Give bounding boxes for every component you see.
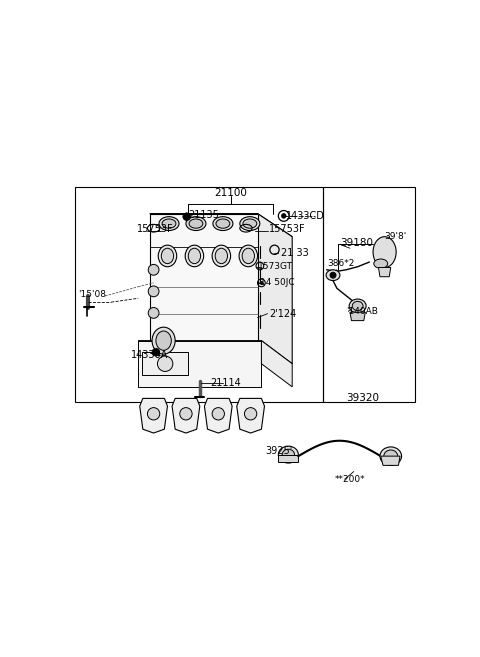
Ellipse shape <box>374 259 388 268</box>
Circle shape <box>212 407 225 420</box>
Text: '15'08: '15'08 <box>78 290 106 299</box>
Text: 21135: 21135 <box>188 210 219 220</box>
Circle shape <box>244 407 257 420</box>
Text: 15753F: 15753F <box>137 224 173 234</box>
Circle shape <box>157 356 173 371</box>
Text: 15753F: 15753F <box>269 224 306 234</box>
Bar <box>75 187 323 402</box>
Ellipse shape <box>159 217 179 231</box>
Ellipse shape <box>189 219 203 228</box>
Polygon shape <box>150 214 258 340</box>
Ellipse shape <box>240 217 260 231</box>
Ellipse shape <box>213 217 233 231</box>
Polygon shape <box>278 455 299 463</box>
Ellipse shape <box>158 245 177 267</box>
Ellipse shape <box>384 450 398 463</box>
Ellipse shape <box>349 299 366 313</box>
Polygon shape <box>140 398 168 433</box>
Ellipse shape <box>212 245 230 267</box>
Ellipse shape <box>162 219 176 228</box>
Ellipse shape <box>242 248 254 263</box>
Text: 39'8': 39'8' <box>384 232 407 241</box>
Circle shape <box>148 286 159 297</box>
Polygon shape <box>262 340 292 387</box>
Ellipse shape <box>186 217 206 231</box>
Text: '140AB: '140AB <box>346 307 378 316</box>
Ellipse shape <box>216 219 230 228</box>
Circle shape <box>260 281 263 284</box>
Ellipse shape <box>188 248 201 263</box>
Polygon shape <box>138 340 262 387</box>
Ellipse shape <box>161 248 174 263</box>
Text: 39320: 39320 <box>346 394 379 403</box>
Ellipse shape <box>239 245 258 267</box>
Ellipse shape <box>156 331 171 350</box>
Ellipse shape <box>152 327 175 354</box>
Polygon shape <box>350 312 365 321</box>
Circle shape <box>330 272 336 279</box>
Polygon shape <box>378 267 391 277</box>
Circle shape <box>183 213 191 221</box>
Text: 39180: 39180 <box>340 238 373 248</box>
Circle shape <box>180 407 192 420</box>
Polygon shape <box>204 398 232 433</box>
Ellipse shape <box>380 447 402 465</box>
Ellipse shape <box>282 449 295 460</box>
Text: 1433CD: 1433CD <box>286 211 325 221</box>
Polygon shape <box>381 456 400 465</box>
Ellipse shape <box>373 237 396 267</box>
Text: 14 50JC: 14 50JC <box>260 279 295 287</box>
Circle shape <box>281 214 286 218</box>
Ellipse shape <box>352 302 363 311</box>
Text: 386*2: 386*2 <box>327 259 354 268</box>
Circle shape <box>147 407 160 420</box>
Text: 1573GT: 1573GT <box>258 262 292 271</box>
Polygon shape <box>258 214 292 364</box>
Polygon shape <box>172 398 200 433</box>
Text: 3925': 3925' <box>265 445 292 456</box>
Polygon shape <box>150 214 292 237</box>
Ellipse shape <box>215 248 228 263</box>
Text: 2'124: 2'124 <box>269 309 296 319</box>
Text: 14330A: 14330A <box>131 350 168 359</box>
Circle shape <box>152 348 160 356</box>
Text: 21100: 21100 <box>214 188 247 198</box>
Polygon shape <box>237 398 264 433</box>
Circle shape <box>148 307 159 318</box>
Ellipse shape <box>243 219 257 228</box>
Polygon shape <box>138 340 292 364</box>
Bar <box>323 187 415 402</box>
Ellipse shape <box>326 270 340 281</box>
Circle shape <box>148 264 159 275</box>
Text: **200*: **200* <box>335 475 365 484</box>
Text: 21114: 21114 <box>210 378 240 388</box>
Ellipse shape <box>278 446 299 463</box>
Polygon shape <box>142 352 188 375</box>
Ellipse shape <box>185 245 204 267</box>
Text: 21 33: 21 33 <box>281 248 308 258</box>
